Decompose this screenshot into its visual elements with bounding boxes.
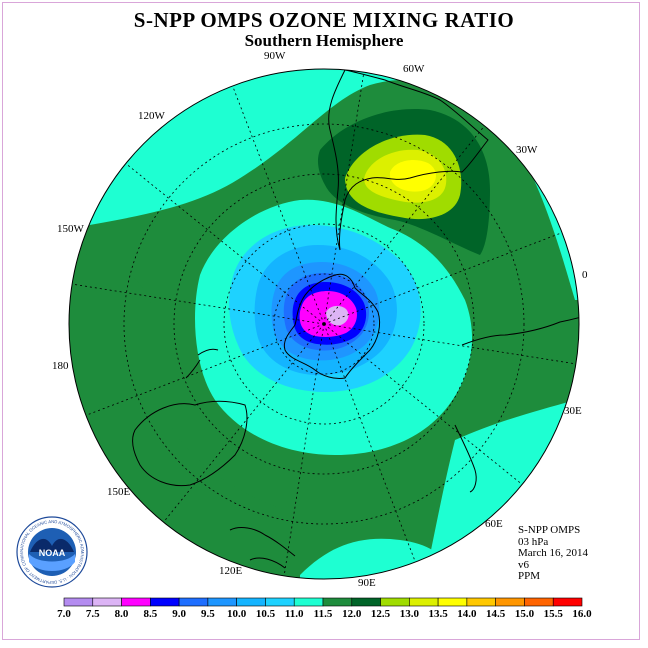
lon-label-120w: 120W: [138, 110, 165, 122]
africa-coast: [461, 315, 579, 346]
colorbar-swatch: [236, 597, 266, 607]
colorbar-label: 11.5: [314, 608, 333, 620]
colorbar-swatch: [409, 597, 439, 607]
colorbar-swatch: [178, 597, 209, 607]
south-america-coast: [328, 69, 489, 251]
info-units: PPM: [518, 570, 541, 582]
colorbar-label: 12.5: [371, 608, 391, 620]
colorbar-label: 16.0: [572, 608, 592, 620]
info-pressure-level: 03 hPa: [518, 535, 549, 548]
colorbar-labels: 7.0 7.5 8.0 8.5 9.0 9.5 10.0 10.5 11.0 11.5 12.0 12…: [57, 608, 592, 620]
colorbar-swatch: [207, 597, 237, 607]
australia-coast: [132, 400, 248, 487]
colorbar-swatch: [150, 597, 180, 607]
colorbar-label: 9.0: [172, 608, 186, 620]
latitude-circle: [123, 123, 525, 525]
ozone-region-13.5: [389, 160, 436, 192]
colorbar-swatch: [466, 597, 496, 607]
lon-label-90e: 90E: [358, 577, 376, 589]
indonesia-coast: [229, 527, 296, 569]
colorbar-label: 13.5: [428, 608, 448, 620]
colorbar-swatch: [322, 597, 353, 607]
ozone-region-11.0-south: [300, 538, 460, 579]
product-info: S-NPP OMPS 03 hPa March 16, 2014 v6 PPM: [518, 524, 588, 583]
colorbar-label: 7.5: [86, 608, 100, 620]
colorbar-swatch: [63, 597, 94, 607]
colorbar-swatch: [293, 597, 324, 607]
lon-label-150w: 150W: [57, 223, 84, 235]
lon-label-30w: 30W: [516, 144, 538, 156]
coastlines: [132, 69, 579, 569]
colorbar-label: 12.0: [342, 608, 362, 620]
colorbar-swatch: [524, 597, 554, 607]
ozone-region-7.5: [326, 305, 349, 326]
logo-text: NOAA: [39, 548, 66, 558]
latitude-circle: [223, 223, 425, 425]
latitude-circle: [273, 273, 375, 375]
lon-label-90w: 90W: [264, 50, 286, 62]
colorbar-swatch: [265, 597, 295, 607]
colorbar-swatch: [495, 597, 525, 607]
colorbar-swatch: [437, 597, 468, 607]
map-title: S-NPP OMPS OZONE MIXING RATIO: [133, 8, 515, 32]
map-boundary: [68, 68, 580, 580]
colorbar-label: 8.5: [143, 608, 157, 620]
lon-label-150e: 150E: [107, 486, 131, 498]
latitude-circle: [173, 173, 475, 475]
colorbar-swatch: [92, 597, 122, 607]
lon-label-180: 180: [52, 360, 69, 372]
antarctica-coast: [283, 273, 381, 379]
logo-wave-shape: [29, 554, 75, 571]
info-date: March 16, 2014: [518, 547, 588, 559]
colorbar-swatch: [351, 597, 381, 607]
graticule: [72, 72, 576, 576]
colorbar-swatches: [63, 597, 583, 607]
noaa-logo: NOAA NATIONAL OCEANIC AND ATMOSPHERIC AD…: [16, 516, 88, 588]
page-frame: [2, 2, 640, 640]
info-instrument: S-NPP OMPS: [518, 524, 581, 536]
info-version: v6: [518, 558, 529, 571]
colorbar-label: 10.5: [256, 608, 276, 620]
colorbar-label: 13.0: [400, 608, 420, 620]
colorbar-label: 8.0: [115, 608, 129, 620]
colorbar-label: 15.0: [515, 608, 535, 620]
colorbar-label: 7.0: [57, 608, 71, 620]
lon-label-60w: 60W: [403, 63, 425, 75]
colorbar-label: 14.5: [486, 608, 506, 620]
colorbar-label: 14.0: [457, 608, 477, 620]
lon-label-0: 0: [582, 269, 588, 281]
madagascar-coast: [454, 424, 477, 493]
colorbar-swatch: [121, 597, 151, 607]
colorbar-label: 15.5: [544, 608, 564, 620]
lon-label-60e: 60E: [485, 518, 503, 530]
lon-label-120e: 120E: [219, 565, 243, 577]
colorbar-swatch: [380, 597, 410, 607]
colorbar-label: 10.0: [227, 608, 247, 620]
lon-label-30e: 30E: [564, 405, 582, 417]
colorbar-label: 11.0: [285, 608, 304, 620]
colorbar-label: 9.5: [201, 608, 215, 620]
map-subtitle: Southern Hemisphere: [244, 31, 404, 50]
logo-bird-shape: [30, 538, 74, 552]
colorbar-swatch: [552, 597, 583, 607]
